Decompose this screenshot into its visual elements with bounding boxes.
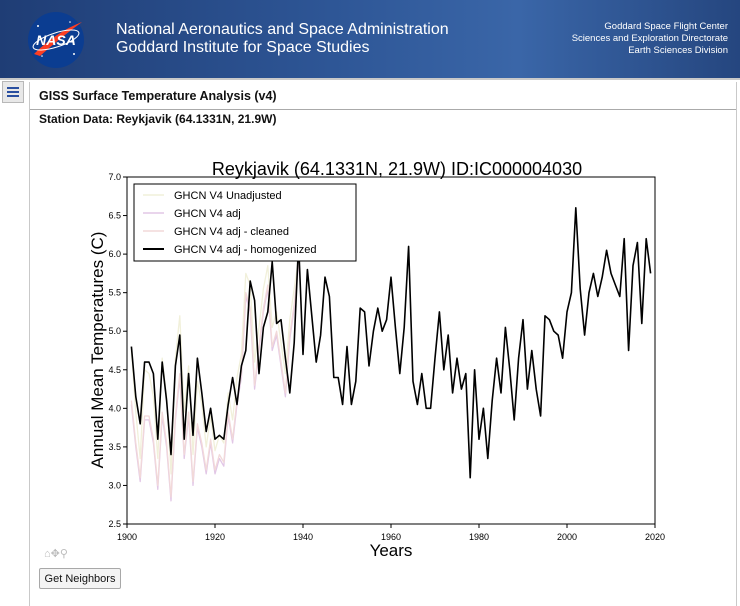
legend-label-1: GHCN V4 Unadjusted [174, 190, 282, 202]
legend-box [133, 183, 357, 262]
y-tick-label: 5.5 [108, 288, 121, 298]
y-tick-label: 6.0 [108, 249, 121, 259]
axis-layer: 1900 1920 1940 1960 1980 2000 2020 2.5 3.0 3.5 4.0… [108, 172, 665, 542]
x-tick-label: 1940 [293, 532, 313, 542]
org-name: National Aeronautics and Space Administr… [116, 21, 449, 38]
menu-button[interactable] [2, 81, 24, 103]
y-tick-label: 5.0 [108, 326, 121, 336]
home-icon[interactable]: ⌂ [44, 548, 51, 560]
y-tick-label: 3.0 [108, 480, 121, 490]
y-tick-label: 6.5 [108, 211, 121, 221]
chart-legend: GHCN V4 Unadjusted GHCN V4 adj GHCN V4 adj… [133, 183, 357, 262]
x-tick-label: 1980 [469, 532, 489, 542]
page-title: GISS Surface Temperature Analysis (v4) [39, 89, 277, 103]
header-banner: NASA National Aeronautics and Space Admi… [0, 0, 740, 78]
series-layer [130, 207, 652, 502]
temperature-chart[interactable]: Reykjavik (64.1331N, 21.9W) ID:IC0000040… [30, 135, 730, 565]
plot-toolbar: ⌂✥⚲ [44, 547, 68, 560]
institute-name: Goddard Institute for Space Studies [116, 39, 370, 56]
nasa-logo-text: NASA [36, 32, 76, 48]
series-line-4 [130, 207, 652, 479]
legend-label-2: GHCN V4 adj [174, 208, 241, 220]
legend-label-4: GHCN V4 adj - homogenized [174, 244, 316, 256]
x-tick-label: 2000 [557, 532, 577, 542]
chart-title: Reykjavik (64.1331N, 21.9W) ID:IC0000040… [212, 159, 582, 179]
hamburger-menu-icon [7, 87, 19, 97]
directorate-label: Sciences and Exploration Directorate [571, 33, 728, 44]
y-tick-label: 3.5 [108, 442, 121, 452]
pan-icon[interactable]: ✥ [50, 548, 60, 560]
station-heading: Station Data: Reykjavik (64.1331N, 21.9W… [39, 112, 277, 126]
header-divider [0, 78, 740, 80]
legend-label-3: GHCN V4 adj - cleaned [174, 226, 289, 238]
y-tick-label: 4.5 [108, 365, 121, 375]
content-right-border [736, 82, 737, 606]
content-left-border [29, 82, 30, 606]
y-tick-label: 4.0 [108, 403, 121, 413]
x-axis-label: Years [370, 541, 413, 560]
x-tick-label: 1900 [117, 532, 137, 542]
zoom-icon[interactable]: ⚲ [59, 548, 68, 560]
y-axis-label: Annual Mean Temperatures (C) [88, 232, 107, 469]
get-neighbors-button[interactable]: Get Neighbors [39, 568, 121, 589]
y-tick-label: 7.0 [108, 172, 121, 182]
series-line-3 [130, 261, 300, 498]
x-tick-label: 1920 [205, 532, 225, 542]
title-bar: GISS Surface Temperature Analysis (v4) [30, 82, 736, 110]
x-tick-label: 2020 [645, 532, 665, 542]
gsfc-label: Goddard Space Flight Center [604, 21, 728, 32]
nasa-logo[interactable]: NASA [26, 10, 86, 70]
division-label: Earth Sciences Division [628, 45, 728, 56]
x-tick-label: 1960 [381, 532, 401, 542]
y-tick-label: 2.5 [108, 519, 121, 529]
